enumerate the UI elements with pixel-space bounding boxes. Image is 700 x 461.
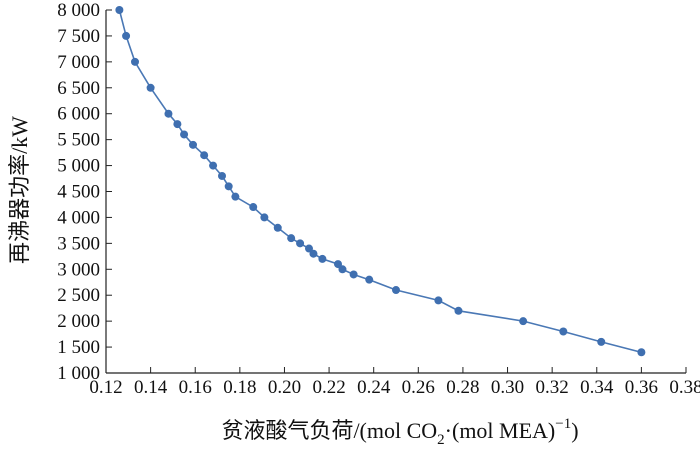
data-point [434, 296, 443, 305]
y-tick-label: 5 000 [57, 156, 100, 177]
data-point [224, 182, 233, 191]
x-tick-label: 0.12 [89, 377, 122, 398]
y-tick-label: 4 000 [57, 207, 100, 228]
data-point [597, 337, 606, 346]
data-point [122, 31, 131, 40]
x-ticks: 0.12 0.14 0.16 0.18 0.20 0.22 0.24 0.26 0.28 0.30… [89, 367, 700, 398]
data-point [392, 286, 400, 295]
y-tick-label: 3 000 [57, 259, 100, 280]
data-point [146, 83, 155, 92]
data-point [637, 348, 646, 357]
x-tick-label: 0.24 [357, 377, 391, 398]
data-point [338, 265, 347, 274]
data-point [209, 161, 218, 170]
data-point [173, 120, 182, 129]
data-point [305, 244, 313, 253]
data-point [189, 140, 197, 149]
y-tick-label: 2 000 [57, 311, 100, 332]
data-point [519, 317, 528, 326]
y-axis-title: 再沸器功率/kW [7, 116, 32, 264]
data-point [180, 130, 189, 139]
x-tick-label: 0.28 [446, 377, 479, 398]
x-tick-label: 0.32 [536, 377, 569, 398]
data-point [349, 270, 358, 279]
data-point [334, 260, 342, 269]
x-axis-title: 贫液酸气负荷/(mol CO2·(mol MEA)−1) [221, 416, 578, 448]
data-point [454, 306, 463, 315]
data-point [260, 213, 269, 222]
x-tick-label: 0.36 [625, 377, 658, 398]
y-tick-label: 6 000 [57, 104, 100, 125]
series [115, 6, 646, 357]
axes [105, 10, 686, 374]
data-point [231, 192, 240, 201]
x-tick-label: 0.20 [268, 377, 301, 398]
data-point [296, 239, 305, 248]
y-tick-label: 3 500 [57, 233, 100, 254]
x-tick-label: 0.14 [134, 377, 168, 398]
y-tick-label: 1 500 [57, 337, 100, 358]
y-tick-label: 8 000 [57, 0, 100, 21]
data-point [164, 109, 173, 118]
data-point [365, 275, 374, 284]
data-point [287, 234, 296, 243]
y-tick-label: 4 500 [57, 182, 100, 203]
y-tick-label: 1 000 [57, 363, 100, 384]
data-point [131, 57, 139, 66]
data-point [200, 151, 209, 160]
data-point [249, 203, 258, 212]
series-line [118, 9, 642, 354]
data-point [273, 223, 282, 232]
y-tick-label: 7 000 [57, 52, 100, 73]
data-point [309, 249, 318, 258]
x-tick-label: 0.26 [402, 377, 435, 398]
data-point [115, 6, 124, 14]
x-tick-label: 0.18 [223, 377, 256, 398]
x-tick-label: 0.30 [491, 377, 524, 398]
y-tick-label: 6 500 [57, 78, 100, 99]
x-tick-label: 0.34 [580, 377, 614, 398]
y-ticks: 1 000 1 500 2 000 2 500 3 000 3 500 4 000 4 500… [57, 0, 112, 384]
data-point [559, 327, 568, 336]
x-tick-label: 0.16 [179, 377, 212, 398]
data-point [218, 171, 226, 180]
y-tick-label: 7 500 [57, 26, 100, 47]
x-tick-label: 0.22 [312, 377, 345, 398]
y-tick-label: 2 500 [57, 285, 100, 306]
x-tick-label: 0.38 [669, 377, 700, 398]
y-tick-label: 5 500 [57, 130, 100, 151]
data-point [318, 254, 327, 263]
